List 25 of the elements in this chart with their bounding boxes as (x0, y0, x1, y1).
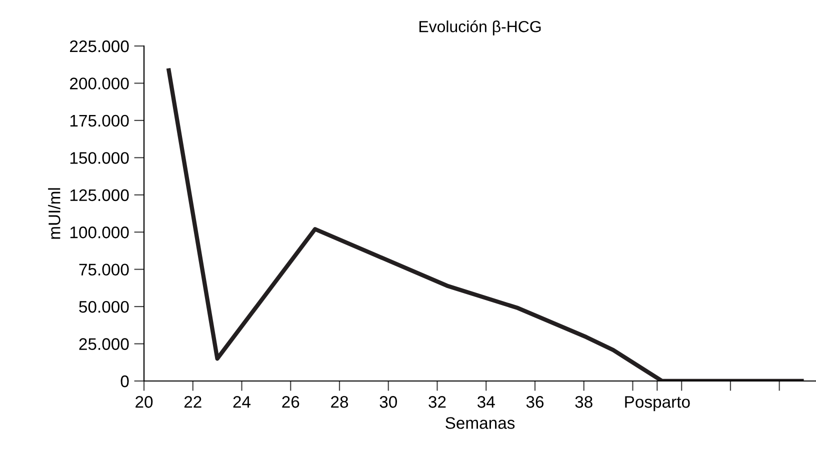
y-tick-label: 125.000 (70, 189, 129, 202)
x-tick-label: 34 (477, 396, 495, 408)
y-tick-label: 0 (120, 375, 129, 388)
y-tick-label: 75.000 (79, 264, 129, 276)
y-tick-label: 225.000 (70, 40, 129, 52)
y-tick-label: 25.000 (79, 338, 129, 350)
y-tick-label: 50.000 (79, 300, 129, 313)
x-axis-title: Semanas (446, 417, 515, 429)
chart-title: Evolución β-HCG (419, 20, 541, 36)
x-tick-label: 22 (184, 396, 202, 408)
x-tick-label: 26 (282, 396, 300, 408)
x-tick-label: 38 (575, 396, 592, 408)
line-series (166, 66, 806, 381)
x-tick-label: 32 (428, 396, 446, 408)
x-tick-label: 36 (526, 396, 544, 408)
x-tick-label: 20 (136, 396, 153, 408)
y-tick-label: 150.000 (70, 152, 129, 164)
y-tick-label: 175.000 (70, 114, 129, 127)
y-tick-label: 200.000 (70, 78, 129, 90)
y-axis-title: mUI/ml (48, 188, 60, 239)
x-tick-label: Posparto (625, 396, 690, 412)
x-tick-label: 30 (380, 396, 397, 408)
y-tick-label: 100.000 (70, 226, 129, 238)
x-tick-label: 28 (331, 396, 348, 408)
x-tick-label: 24 (233, 396, 251, 408)
